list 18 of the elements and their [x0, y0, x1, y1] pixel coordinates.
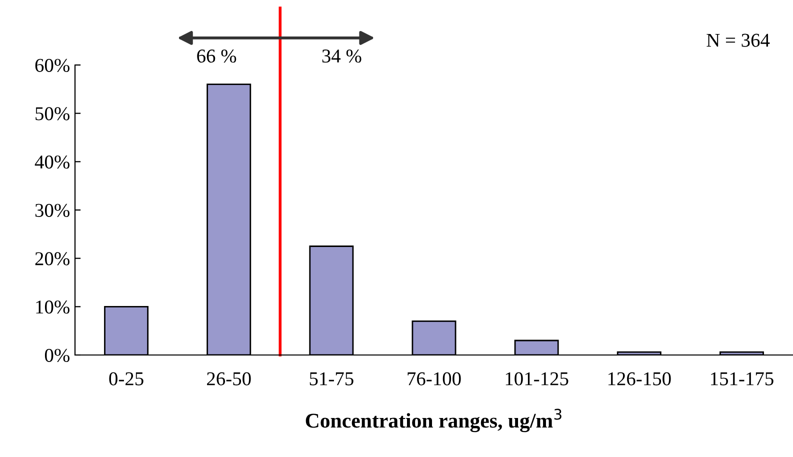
x-tick-label: 0-25: [109, 372, 144, 386]
y-tick-label: 40%: [34, 155, 70, 169]
x-tick-label: 101-125: [506, 372, 568, 386]
y-tick-label: 50%: [36, 107, 70, 120]
y-tick-label: 20%: [35, 252, 70, 266]
x-tick-label: 151-175: [711, 372, 774, 386]
y-tick-label: 30%: [35, 204, 70, 217]
x-tick-label: 51-75: [310, 372, 354, 386]
x-tick-label: 126-150: [608, 372, 671, 386]
text: 34 %: [322, 49, 362, 63]
text: N = 364: [706, 34, 770, 47]
y-tick-label: 0%: [44, 348, 70, 362]
y-tick-label: 10%: [36, 300, 70, 314]
text: 66 %: [197, 49, 236, 63]
y-tick-label: 60%: [35, 58, 70, 72]
x-axis-title: Concentration ranges, ug/m$^{3}$: [306, 408, 562, 432]
x-tick-label: 26-50: [207, 372, 251, 386]
x-tick-label: 76-100: [408, 372, 461, 386]
